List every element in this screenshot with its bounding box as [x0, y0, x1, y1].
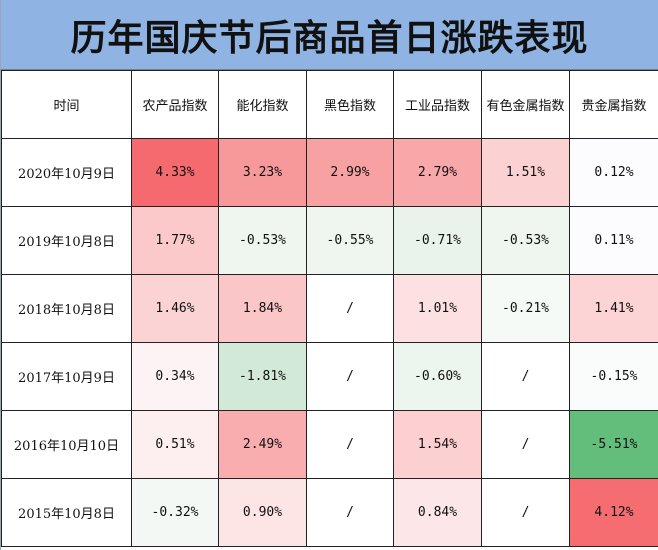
header-time[interactable]: 时间: [1, 70, 132, 139]
table-cell[interactable]: 4.12%: [569, 478, 658, 547]
table-cell[interactable]: 1.54%: [393, 410, 482, 479]
table-cell[interactable]: 1.41%: [569, 274, 658, 343]
table-cell[interactable]: 0.90%: [218, 478, 307, 547]
table-cell[interactable]: 2.49%: [218, 410, 307, 479]
table-cell[interactable]: 0.34%: [131, 342, 219, 411]
table-row: 2015年10月8日 -0.32% 0.90% / 0.84% / 4.12%: [1, 478, 658, 547]
table-cell[interactable]: 0.11%: [569, 206, 658, 275]
table-cell[interactable]: 0.51%: [131, 410, 219, 479]
header-industrial-index[interactable]: 工业品指数: [393, 70, 482, 139]
table-cell[interactable]: -5.51%: [569, 410, 658, 479]
table-row: 2018年10月8日 1.46% 1.84% / 1.01% -0.21% 1.…: [1, 274, 658, 343]
date-cell[interactable]: 2019年10月8日: [1, 206, 132, 275]
date-cell[interactable]: 2018年10月8日: [1, 274, 132, 343]
table-cell[interactable]: 4.33%: [131, 138, 219, 207]
header-agricultural-index[interactable]: 农产品指数: [131, 70, 219, 139]
header-ferrous-index[interactable]: 黑色指数: [306, 70, 394, 139]
table-cell[interactable]: /: [306, 342, 394, 411]
table-cell[interactable]: /: [481, 410, 570, 479]
header-nonferrous-metals-index[interactable]: 有色金属指数: [481, 70, 570, 139]
page-title: 历年国庆节后商品首日涨跌表现: [70, 16, 589, 59]
table-cell[interactable]: 1.84%: [218, 274, 307, 343]
table-cell[interactable]: 2.99%: [306, 138, 394, 207]
table-cell[interactable]: /: [306, 478, 394, 547]
table-cell[interactable]: 0.12%: [569, 138, 658, 207]
table-cell[interactable]: -0.53%: [218, 206, 307, 275]
title-bar: 历年国庆节后商品首日涨跌表现: [1, 0, 658, 70]
header-row: 时间 农产品指数 能化指数 黑色指数 工业品指数 有色金属指数 贵金属指数: [1, 70, 658, 139]
table-cell[interactable]: /: [481, 342, 570, 411]
date-cell[interactable]: 2017年10月9日: [1, 342, 132, 411]
table-cell[interactable]: -0.32%: [131, 478, 219, 547]
header-precious-metals-index[interactable]: 贵金属指数: [569, 70, 658, 139]
table-cell[interactable]: /: [481, 478, 570, 547]
date-cell[interactable]: 2016年10月10日: [1, 410, 132, 479]
performance-table: 时间 农产品指数 能化指数 黑色指数 工业品指数 有色金属指数 贵金属指数 20…: [1, 70, 658, 547]
table-cell[interactable]: /: [306, 410, 394, 479]
table-row: 2017年10月9日 0.34% -1.81% / -0.60% / -0.15…: [1, 342, 658, 411]
table-cell[interactable]: -0.55%: [306, 206, 394, 275]
table-cell[interactable]: 1.51%: [481, 138, 570, 207]
table-cell[interactable]: 2.79%: [393, 138, 482, 207]
table-cell[interactable]: 1.46%: [131, 274, 219, 343]
date-cell[interactable]: 2015年10月8日: [1, 478, 132, 547]
table-row: 2016年10月10日 0.51% 2.49% / 1.54% / -5.51%: [1, 410, 658, 479]
date-cell[interactable]: 2020年10月9日: [1, 138, 132, 207]
table-cell[interactable]: 0.84%: [393, 478, 482, 547]
table-cell[interactable]: -0.53%: [481, 206, 570, 275]
table-row: 2020年10月9日 4.33% 3.23% 2.99% 2.79% 1.51%…: [1, 138, 658, 207]
table-cell[interactable]: -0.21%: [481, 274, 570, 343]
table-cell[interactable]: -1.81%: [218, 342, 307, 411]
table-row: 2019年10月8日 1.77% -0.53% -0.55% -0.71% -0…: [1, 206, 658, 275]
table-cell[interactable]: 1.01%: [393, 274, 482, 343]
table-cell[interactable]: -0.60%: [393, 342, 482, 411]
table-cell[interactable]: /: [306, 274, 394, 343]
table-cell[interactable]: -0.71%: [393, 206, 482, 275]
table-cell[interactable]: 1.77%: [131, 206, 219, 275]
header-energy-chemical-index[interactable]: 能化指数: [218, 70, 307, 139]
table-cell[interactable]: -0.15%: [569, 342, 658, 411]
table-cell[interactable]: 3.23%: [218, 138, 307, 207]
